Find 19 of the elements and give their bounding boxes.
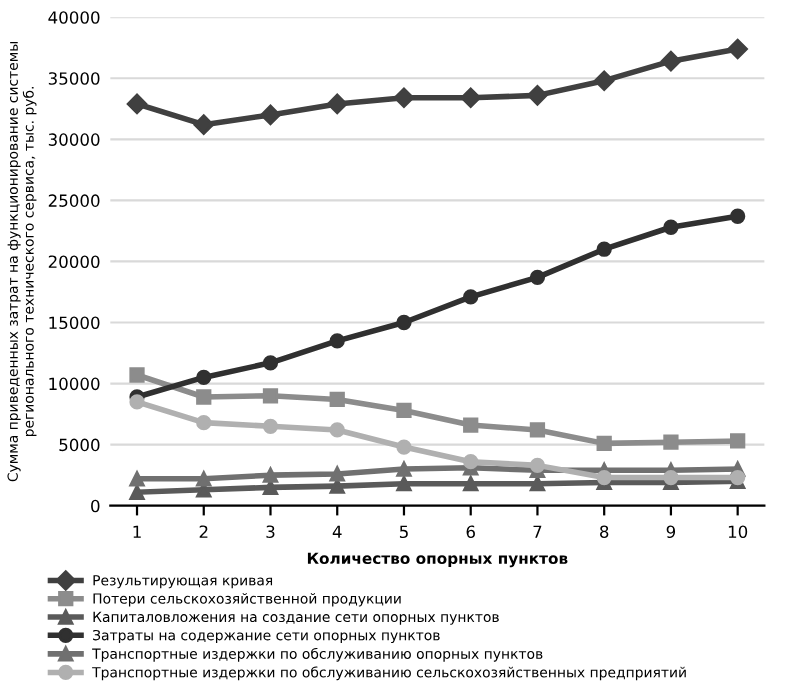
y-tick-label: 20000 (48, 255, 100, 269)
x-tick-label: 9 (666, 525, 676, 539)
y-tick-label: 25000 (48, 194, 100, 207)
x-tick-label: 5 (399, 525, 408, 539)
x-tick-label: 8 (600, 525, 609, 539)
x-tick-label: 10 (728, 525, 748, 539)
y-tick-label: 35000 (48, 72, 100, 85)
x-tick-label: 1 (133, 525, 141, 538)
y-tick-label: 5000 (59, 438, 100, 452)
y-tick-label: 30000 (48, 133, 100, 146)
x-tick-label: 3 (266, 525, 275, 539)
x-tick-label: 2 (199, 525, 208, 538)
y-tick-label: 0 (91, 499, 100, 513)
y-tick-label: 15000 (49, 316, 100, 330)
x-tick-label: 7 (533, 525, 542, 538)
y-tick-label: 40000 (48, 11, 100, 24)
x-tick-label: 4 (332, 525, 342, 538)
y-tick-label: 10000 (49, 377, 100, 391)
x-tick-label: 6 (466, 525, 475, 539)
